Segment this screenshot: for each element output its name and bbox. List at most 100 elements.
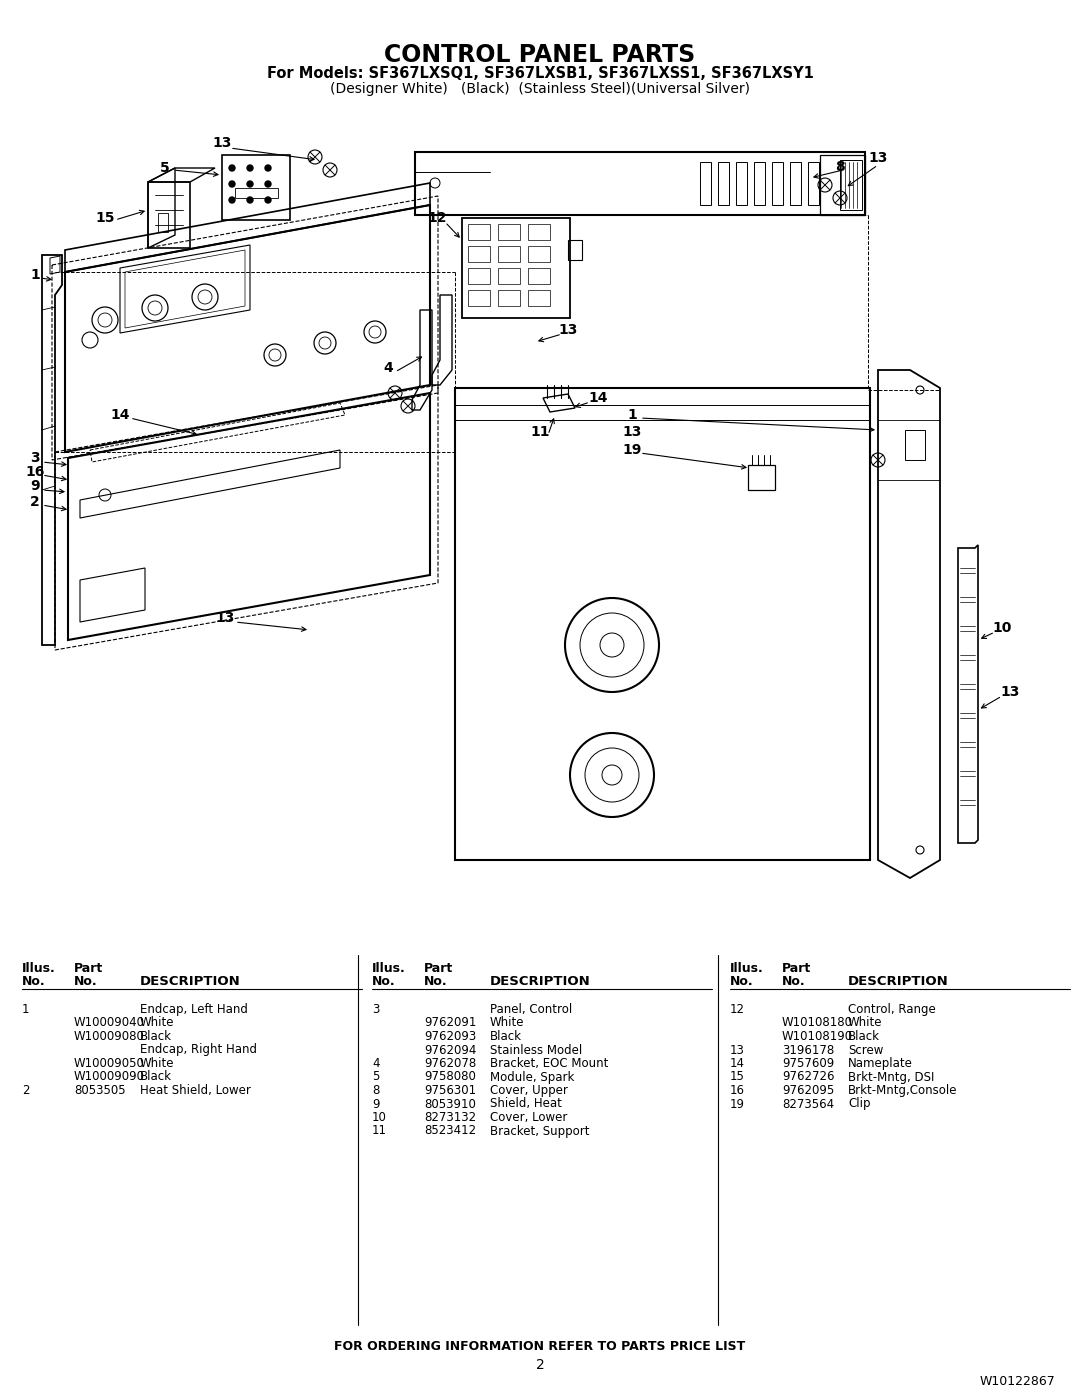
Text: 4: 4 [372,1058,379,1070]
Text: White: White [490,1017,525,1030]
Text: White: White [140,1017,175,1030]
Text: 8053910: 8053910 [424,1098,476,1111]
Text: W10009090: W10009090 [75,1070,145,1084]
Text: Black: Black [848,1030,880,1044]
Text: 14: 14 [589,391,608,405]
Text: 9757609: 9757609 [782,1058,834,1070]
Text: Clip: Clip [848,1098,870,1111]
Text: 14: 14 [110,408,130,422]
Text: White: White [848,1017,882,1030]
Text: 12: 12 [730,1003,745,1016]
Text: FOR ORDERING INFORMATION REFER TO PARTS PRICE LIST: FOR ORDERING INFORMATION REFER TO PARTS … [335,1340,745,1354]
Text: 19: 19 [730,1098,745,1111]
Text: White: White [140,1058,175,1070]
Text: W10009040: W10009040 [75,1017,145,1030]
Text: 8273564: 8273564 [782,1098,834,1111]
Text: 8523412: 8523412 [424,1125,476,1137]
Text: 13: 13 [868,151,888,165]
Text: 2: 2 [30,495,40,509]
Circle shape [229,182,235,187]
Text: Nameplate: Nameplate [848,1058,913,1070]
Text: Brkt-Mntg,Console: Brkt-Mntg,Console [848,1084,958,1097]
Text: 8053505: 8053505 [75,1084,125,1097]
Text: Bracket, EOC Mount: Bracket, EOC Mount [490,1058,608,1070]
Text: Black: Black [140,1070,172,1084]
Text: 9762095: 9762095 [782,1084,834,1097]
Text: 13: 13 [730,1044,745,1056]
Circle shape [265,182,271,187]
Text: W10108180: W10108180 [782,1017,853,1030]
Text: 11: 11 [530,425,550,439]
Text: For Models: SF367LXSQ1, SF367LXSB1, SF367LXSS1, SF367LXSY1: For Models: SF367LXSQ1, SF367LXSB1, SF36… [267,66,813,81]
Text: No.: No. [424,975,447,988]
Text: No.: No. [372,975,395,988]
Text: 9758080: 9758080 [424,1070,476,1084]
Text: 5: 5 [160,161,170,175]
Text: 1: 1 [30,268,40,282]
Text: 13: 13 [213,136,232,149]
Text: DESCRIPTION: DESCRIPTION [490,975,591,988]
Text: No.: No. [75,975,97,988]
Text: 9762091: 9762091 [424,1017,476,1030]
Text: 2: 2 [536,1358,544,1372]
Text: 10: 10 [993,622,1012,636]
Text: 13: 13 [622,425,642,439]
Text: 9: 9 [30,479,40,493]
Text: Part: Part [75,963,104,975]
Text: 1: 1 [627,408,637,422]
Text: 13: 13 [558,323,578,337]
Text: 4: 4 [383,360,393,374]
Text: 3: 3 [30,451,40,465]
Text: W10108190: W10108190 [782,1030,853,1044]
Text: (Designer White)   (Black)  (Stainless Steel)(Universal Silver): (Designer White) (Black) (Stainless Stee… [330,82,750,96]
Circle shape [247,182,253,187]
Text: Bracket, Support: Bracket, Support [490,1125,590,1137]
Text: 12: 12 [428,211,447,225]
Text: 13: 13 [1000,685,1020,698]
Circle shape [265,165,271,170]
Text: W10009050: W10009050 [75,1058,145,1070]
Text: Stainless Model: Stainless Model [490,1044,582,1056]
Text: 15: 15 [95,211,114,225]
Text: 15: 15 [730,1070,745,1084]
Circle shape [247,197,253,203]
Text: 8: 8 [372,1084,379,1097]
Text: 5: 5 [372,1070,379,1084]
Text: 9762094: 9762094 [424,1044,476,1056]
Text: 9756301: 9756301 [424,1084,476,1097]
Text: 16: 16 [25,465,44,479]
Text: Illus.: Illus. [372,963,406,975]
Text: Cover, Upper: Cover, Upper [490,1084,568,1097]
Text: 16: 16 [730,1084,745,1097]
Text: 9762078: 9762078 [424,1058,476,1070]
Text: No.: No. [22,975,45,988]
Text: 9762093: 9762093 [424,1030,476,1044]
Text: W10009080: W10009080 [75,1030,145,1044]
Text: Brkt-Mntg, DSI: Brkt-Mntg, DSI [848,1070,934,1084]
Text: 1: 1 [22,1003,29,1016]
Circle shape [229,197,235,203]
Text: 8: 8 [835,161,845,175]
Text: Shield, Heat: Shield, Heat [490,1098,562,1111]
Text: Screw: Screw [848,1044,883,1056]
Text: Endcap, Left Hand: Endcap, Left Hand [140,1003,248,1016]
Text: 9762726: 9762726 [782,1070,835,1084]
Text: 14: 14 [730,1058,745,1070]
Text: W10122867: W10122867 [980,1375,1055,1389]
Text: No.: No. [730,975,754,988]
Text: 8273132: 8273132 [424,1111,476,1125]
Text: Illus.: Illus. [22,963,56,975]
Text: Endcap, Right Hand: Endcap, Right Hand [140,1044,257,1056]
Text: 2: 2 [22,1084,29,1097]
Text: No.: No. [782,975,806,988]
Text: 19: 19 [622,443,642,457]
Text: Part: Part [782,963,811,975]
Text: Black: Black [140,1030,172,1044]
Text: CONTROL PANEL PARTS: CONTROL PANEL PARTS [384,43,696,67]
Text: 3196178: 3196178 [782,1044,834,1056]
Text: Part: Part [424,963,454,975]
Text: Panel, Control: Panel, Control [490,1003,572,1016]
Text: 9: 9 [372,1098,379,1111]
Text: 3: 3 [372,1003,379,1016]
Text: Module, Spark: Module, Spark [490,1070,575,1084]
